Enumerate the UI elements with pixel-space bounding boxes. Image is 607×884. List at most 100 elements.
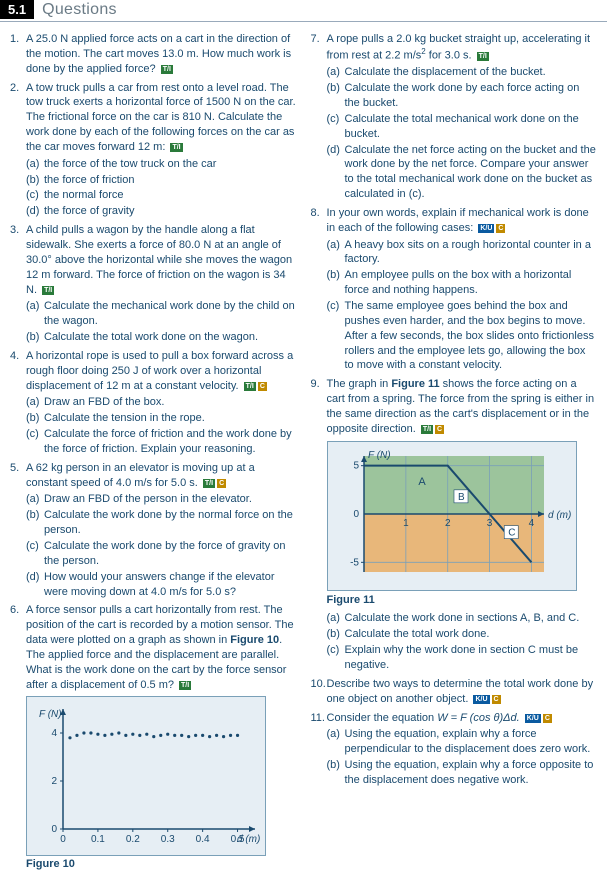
question-list-left: A 25.0 N applied force acts on a cart in… [10,32,297,692]
svg-text:d (m): d (m) [237,834,260,845]
svg-text:F (N): F (N) [39,709,62,720]
q8c: (c)The same employee goes behind the box… [327,299,598,373]
tag-ti-icon: T/I [421,425,433,434]
q7-text-b: for 3.0 s. [426,50,472,62]
figure-10-caption: Figure 10 [26,858,297,870]
tag-c-icon: C [217,479,226,488]
question-2: A tow truck pulls a car from rest onto a… [10,81,297,220]
svg-text:0.4: 0.4 [196,834,210,845]
tag-ti-icon: T/I [203,479,215,488]
svg-text:-5: -5 [350,557,359,568]
q4b: (b)Calculate the tension in the rope. [26,411,297,426]
svg-text:F (N): F (N) [368,450,391,461]
q3b: (b)Calculate the total work done on the … [26,330,297,345]
svg-text:B: B [458,491,465,502]
right-column: A rope pulls a 2.0 kg bucket straight up… [311,32,598,874]
svg-text:2: 2 [51,776,57,787]
figure-11-caption: Figure 11 [327,593,598,608]
tag-ti-icon: T/I [477,52,489,61]
q7a: (a)Calculate the displacement of the buc… [327,65,598,80]
left-column: A 25.0 N applied force acts on a cart in… [10,32,297,874]
tag-ti-icon: T/I [42,286,54,295]
svg-text:C: C [508,527,515,538]
tag-c-icon: C [435,425,444,434]
q1-text: A 25.0 N applied force acts on a cart in… [26,33,291,75]
question-5: A 62 kg person in an elevator is moving … [10,461,297,600]
q5c: (c)Calculate the work done by the force … [26,539,297,569]
tag-c-icon: C [492,695,501,704]
q8b: (b)An employee pulls on the box with a h… [327,268,598,298]
svg-text:d (m): d (m) [548,510,571,521]
q3-text: A child pulls a wagon by the handle alon… [26,224,292,295]
q8a: (a)A heavy box sits on a rough horizonta… [327,238,598,268]
tag-ku-icon: K/U [478,224,494,233]
tag-c-icon: C [496,224,505,233]
section-header: 5.1 Questions [0,0,607,22]
svg-text:2: 2 [444,518,450,529]
q7c: (c)Calculate the total mechanical work d… [327,112,598,142]
svg-text:5: 5 [353,460,359,471]
svg-text:1: 1 [403,518,409,529]
q5b: (b)Calculate the work done by the normal… [26,508,297,538]
q2b: (b)the force of friction [26,173,297,188]
q4a: (a)Draw an FBD of the box. [26,395,297,410]
svg-text:0: 0 [353,509,359,520]
q2-text: A tow truck pulls a car from rest onto a… [26,82,296,153]
question-7: A rope pulls a 2.0 kg bucket straight up… [311,32,598,202]
question-9: The graph in Figure 11 shows the force a… [311,377,598,673]
figure-11-svg: 5 0 -5 1 2 3 4 F (N) d (m) A B C [334,448,572,586]
tag-c-icon: C [258,382,267,391]
q7b: (b)Calculate the work done by each force… [327,81,598,111]
q3a: (a)Calculate the mechanical work done by… [26,299,297,329]
q2d: (d)the force of gravity [26,204,297,219]
svg-text:0: 0 [51,824,57,835]
svg-text:4: 4 [528,518,534,529]
section-title: Questions [42,1,117,19]
question-8: In your own words, explain if mechanical… [311,206,598,373]
svg-text:0.1: 0.1 [91,834,105,845]
tag-ti-icon: T/I [170,143,182,152]
q11-equation: W = F (cos θ)Δd. [437,712,520,724]
question-10: Describe two ways to determine the total… [311,677,598,707]
svg-text:0.3: 0.3 [161,834,175,845]
question-6: A force sensor pulls a cart horizontally… [10,603,297,692]
tag-c-icon: C [543,714,552,723]
tag-ti-icon: T/I [244,382,256,391]
q9a: (a)Calculate the work done in sections A… [327,611,598,626]
tag-ku-icon: K/U [473,695,489,704]
q5a: (a)Draw an FBD of the person in the elev… [26,492,297,507]
q2c: (c)the normal force [26,188,297,203]
q5d: (d)How would your answers change if the … [26,570,297,600]
question-4: A horizontal rope is used to pull a box … [10,349,297,457]
q10-text: Describe two ways to determine the total… [327,678,594,705]
section-number: 5.1 [0,0,34,19]
tag-ti-icon: T/I [179,681,191,690]
question-11: Consider the equation W = F (cos θ)Δd. K… [311,711,598,788]
tag-ti-icon: T/I [161,65,173,74]
svg-text:4: 4 [51,728,57,739]
tag-ku-icon: K/U [525,714,541,723]
question-3: A child pulls a wagon by the handle alon… [10,223,297,345]
figure-10-chart: 02400.10.20.30.40.5F (N)d (m) [26,696,266,856]
q8-text: In your own words, explain if mechanical… [327,207,589,234]
q11a: (a)Using the equation, explain why a for… [327,727,598,757]
q2a: (a)the force of the tow truck on the car [26,157,297,172]
svg-text:A: A [418,476,426,488]
q9c: (c)Explain why the work done in section … [327,643,598,673]
q7d: (d)Calculate the net force acting on the… [327,143,598,202]
figure-11-chart: 5 0 -5 1 2 3 4 F (N) d (m) A B C [327,441,577,591]
q11b: (b)Using the equation, explain why a for… [327,758,598,788]
q9-text-a: The graph in [327,378,392,390]
fig10-ref: Figure 10 [230,634,279,646]
page: 5.1 Questions A 25.0 N applied force act… [0,0,607,884]
q4c: (c)Calculate the force of friction and t… [26,427,297,457]
svg-text:0.2: 0.2 [126,834,140,845]
two-column-layout: A 25.0 N applied force acts on a cart in… [0,32,607,884]
question-list-right: A rope pulls a 2.0 kg bucket straight up… [311,32,598,788]
figure-10-svg: 02400.10.20.30.40.5F (N)d (m) [33,703,261,851]
question-1: A 25.0 N applied force acts on a cart in… [10,32,297,77]
svg-text:3: 3 [486,518,492,529]
q9b: (b)Calculate the total work done. [327,627,598,642]
svg-text:0: 0 [60,834,66,845]
fig11-ref: Figure 11 [391,378,439,390]
